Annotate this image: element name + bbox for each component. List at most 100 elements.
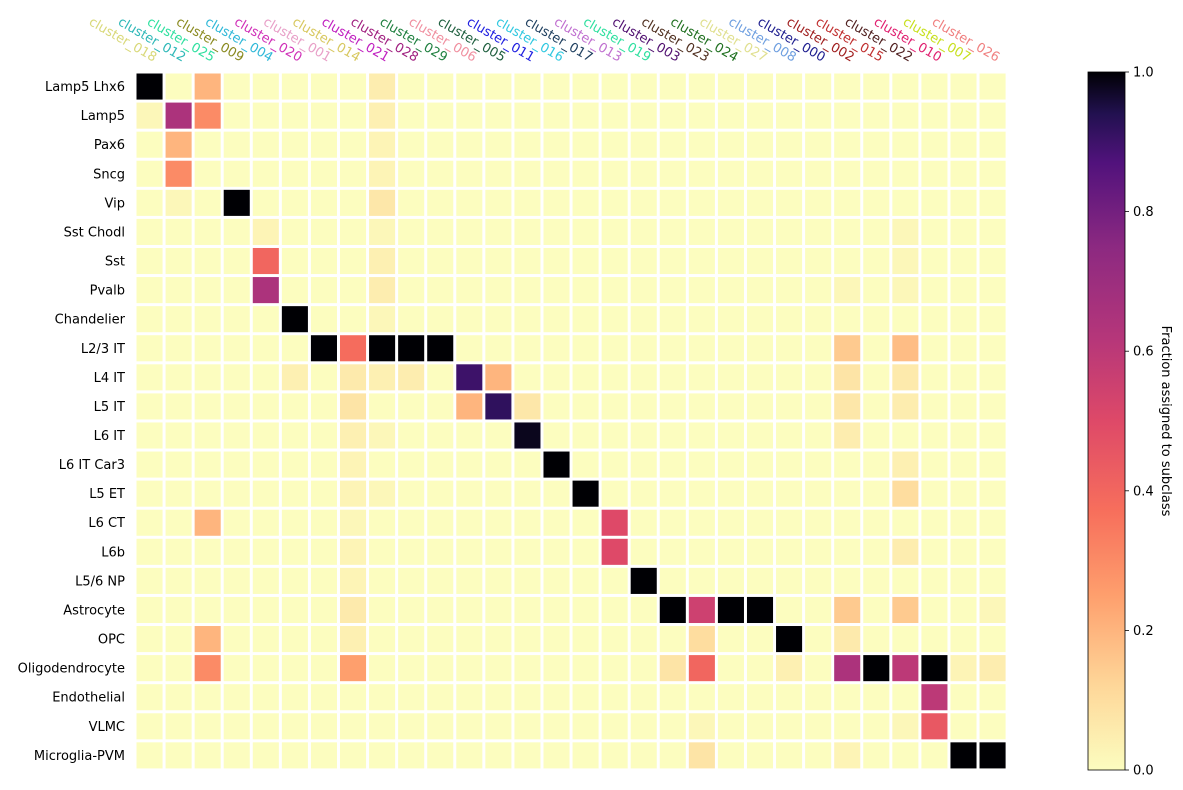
heatmap-cell (339, 480, 367, 507)
heatmap-cell (427, 102, 454, 129)
heatmap-cell (979, 596, 1006, 624)
heatmap-cell (136, 567, 163, 594)
heatmap-cell (921, 626, 948, 653)
heatmap-cell (514, 480, 541, 507)
heatmap-cell (921, 480, 948, 507)
heatmap-cell (572, 189, 599, 216)
heatmap-cell (339, 160, 367, 187)
heatmap-cell (572, 655, 599, 682)
heatmap-cell (310, 626, 337, 653)
colorbar-label: Fraction assigned to subclass (1158, 326, 1173, 517)
heatmap-cell (165, 160, 192, 187)
heatmap-cell (717, 538, 744, 565)
heatmap-cell (310, 655, 337, 682)
heatmap-cell (194, 393, 221, 420)
heatmap-cell (398, 684, 425, 711)
heatmap-cell (688, 102, 715, 129)
colorbar-tick-label: 0.6 (1133, 345, 1154, 360)
heatmap-cell (281, 567, 308, 594)
heatmap-cell (339, 247, 367, 275)
heatmap-cell (543, 364, 570, 391)
row-label: Astrocyte (63, 603, 125, 618)
heatmap-cell (572, 218, 599, 245)
heatmap-cell (892, 131, 919, 158)
heatmap-cell (601, 509, 628, 536)
heatmap-cell (252, 364, 279, 391)
heatmap-cell (310, 189, 337, 216)
heatmap-cell (427, 247, 454, 275)
heatmap-cell (339, 393, 367, 420)
heatmap-cell (514, 509, 541, 536)
heatmap-cell (601, 131, 628, 158)
heatmap-cell (165, 596, 192, 624)
heatmap-cell (950, 684, 977, 711)
heatmap-cell (688, 713, 715, 740)
heatmap-cell (456, 306, 483, 333)
row-label: L5 IT (94, 400, 125, 415)
heatmap-cell (310, 684, 337, 711)
heatmap-cell (136, 160, 163, 187)
heatmap-cell (310, 73, 337, 100)
heatmap-cell (427, 684, 454, 711)
heatmap-cell (398, 422, 425, 449)
heatmap-cell (746, 684, 774, 711)
heatmap-cell (717, 742, 744, 769)
heatmap-cell (630, 160, 657, 187)
heatmap-cell (165, 73, 192, 100)
heatmap-cell (659, 626, 686, 653)
heatmap-cell (834, 73, 861, 100)
heatmap-cell (805, 684, 832, 711)
heatmap-cell (136, 509, 163, 536)
heatmap-cell (456, 277, 483, 304)
heatmap-cell (310, 277, 337, 304)
heatmap-cell (921, 655, 948, 682)
heatmap-cell (863, 742, 890, 769)
heatmap-cell (369, 596, 396, 624)
heatmap-cell (543, 509, 570, 536)
heatmap-cell (717, 335, 744, 362)
heatmap-cell (398, 306, 425, 333)
heatmap-cell (223, 422, 250, 449)
heatmap-cell (746, 509, 774, 536)
heatmap-cell (281, 480, 308, 507)
heatmap-cell (979, 509, 1006, 536)
heatmap-cell (223, 189, 250, 216)
heatmap-cell (834, 596, 861, 624)
heatmap-cell (746, 102, 774, 129)
heatmap-cell (339, 451, 367, 478)
heatmap-cell (863, 218, 890, 245)
heatmap-cell (892, 451, 919, 478)
heatmap-cell (543, 422, 570, 449)
heatmap-cell (369, 626, 396, 653)
heatmap-cell (572, 131, 599, 158)
heatmap-cell (252, 626, 279, 653)
heatmap-cell (485, 189, 512, 216)
heatmap-cell (659, 567, 686, 594)
heatmap-cell (252, 189, 279, 216)
heatmap-cell (252, 567, 279, 594)
heatmap-cell (921, 742, 948, 769)
heatmap-cell (427, 218, 454, 245)
heatmap-cell (543, 684, 570, 711)
heatmap-cell (339, 422, 367, 449)
heatmap-cell (543, 102, 570, 129)
heatmap-cell (659, 364, 686, 391)
heatmap-cell (746, 451, 774, 478)
heatmap-cell (339, 655, 367, 682)
heatmap-cell (892, 596, 919, 624)
heatmap-cell (892, 655, 919, 682)
heatmap-cell (165, 277, 192, 304)
heatmap-cell (746, 393, 774, 420)
heatmap-cell (398, 509, 425, 536)
heatmap-cell (863, 626, 890, 653)
heatmap-cell (281, 538, 308, 565)
heatmap-cell (717, 684, 744, 711)
heatmap-cell (456, 538, 483, 565)
heatmap-cell (165, 626, 192, 653)
heatmap-cell (485, 364, 512, 391)
heatmap-cell (630, 364, 657, 391)
heatmap-cell (950, 131, 977, 158)
heatmap-cell (310, 509, 337, 536)
heatmap-cell (194, 538, 221, 565)
heatmap-cell (805, 218, 832, 245)
